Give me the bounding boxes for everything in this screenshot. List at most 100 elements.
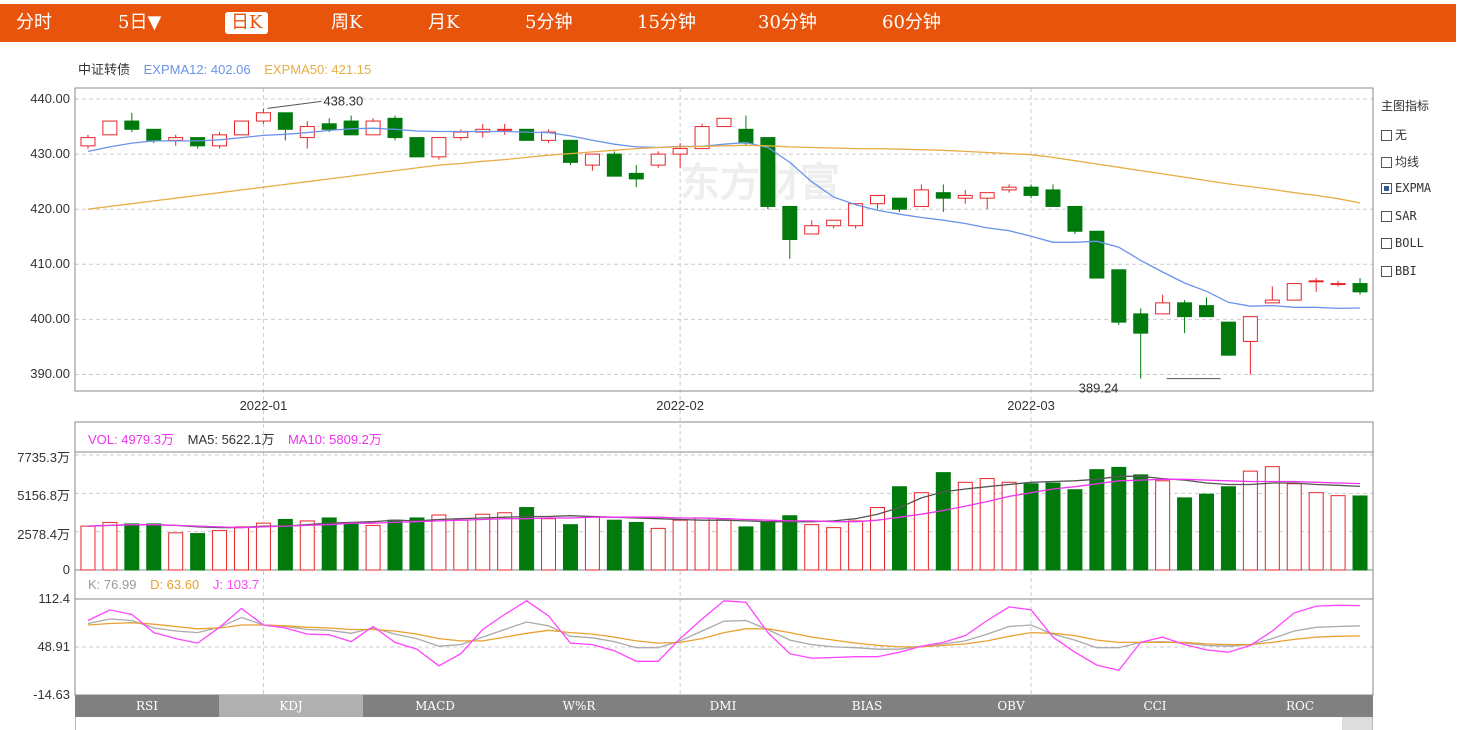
volume-bar (1089, 469, 1105, 571)
volume-bar (1220, 486, 1236, 571)
tab-daily-k[interactable]: 日K (225, 12, 269, 34)
volume-bars (80, 466, 1368, 571)
candle-body (913, 189, 929, 207)
volume-bar (1067, 489, 1083, 571)
option-none[interactable]: 无 (1381, 126, 1407, 143)
scroll-track[interactable] (75, 717, 1373, 730)
volume-bar (387, 519, 403, 571)
tab-monthly-k[interactable]: 月K (428, 12, 460, 33)
ema12-line (87, 127, 1361, 310)
kdj-legend-d: D: 63.60 (150, 577, 200, 592)
checkbox-checked-icon[interactable] (1381, 183, 1392, 194)
candle-up (1001, 184, 1017, 193)
main-y-tick: 390.00 (30, 366, 70, 382)
volume-bar (1001, 481, 1017, 571)
option-ma[interactable]: 均线 (1381, 153, 1419, 170)
candle-up (979, 192, 995, 210)
tab-15min[interactable]: 15分钟 (637, 12, 696, 33)
volume-bar (606, 519, 622, 571)
candle-down (387, 115, 403, 141)
candle-down (277, 112, 293, 141)
volume-bar (519, 507, 535, 571)
candle-up (1286, 283, 1302, 301)
volume-bar (80, 525, 96, 571)
tab-cci[interactable]: CCI (1143, 699, 1167, 713)
candle-body (168, 137, 184, 141)
candle-body (694, 126, 710, 150)
volume-bar (562, 524, 578, 571)
main-legend: 中证转债 EXPMA12: 402.06 EXPMA50: 421.15 (78, 59, 381, 78)
series-name: 中证转债 (78, 62, 131, 77)
option-bbi[interactable]: BBI (1381, 264, 1417, 278)
candle-body (190, 137, 206, 147)
checkbox-icon[interactable] (1381, 157, 1392, 168)
candle-body (1001, 186, 1017, 191)
tab-wr[interactable]: W%R (562, 699, 596, 713)
candle-body (1264, 299, 1280, 304)
tab-kdj[interactable]: KDJ (219, 695, 363, 717)
candle-body (102, 120, 118, 136)
candle-body (1089, 230, 1105, 279)
volume-bar (146, 523, 162, 571)
volume-bar (1023, 483, 1039, 571)
candle-body (431, 137, 447, 158)
candle-body (80, 137, 96, 147)
volume-bar (650, 527, 666, 571)
tab-60min[interactable]: 60分钟 (882, 12, 941, 33)
option-expma[interactable]: EXPMA (1381, 181, 1431, 195)
vol-legend: VOL: 4979.3万 MA5: 5622.1万 MA10: 5809.2万 (88, 429, 392, 448)
checkbox-icon[interactable] (1381, 130, 1392, 141)
checkbox-icon[interactable] (1381, 266, 1392, 277)
volume-bar (979, 478, 995, 571)
vol-y-tick: 7735.3万 (17, 450, 70, 465)
scroll-handle[interactable] (1342, 717, 1372, 730)
vol-y-tick: 5156.8万 (17, 488, 70, 504)
vol-y-tick: 0 (62, 562, 70, 577)
main-panel-frame (74, 87, 1374, 392)
candle-up (804, 220, 820, 235)
candle-body (453, 131, 469, 139)
candle-up (694, 123, 710, 150)
tab-roc[interactable]: ROC (1285, 699, 1315, 713)
candle-up (672, 143, 688, 168)
tab-rsi[interactable]: RSI (136, 699, 158, 713)
tab-5day[interactable]: 5日▼ (118, 12, 162, 33)
candle-down (519, 128, 535, 141)
candle-up (1308, 278, 1324, 292)
option-sar[interactable]: SAR (1381, 209, 1417, 223)
tab-obv[interactable]: OBV (997, 699, 1025, 713)
indicator-tab-bar: RSI KDJ MACD W%R DMI BIAS OBV CCI ROC (75, 695, 1373, 717)
x-tick-label: 2022-01 (240, 398, 288, 413)
volume-bar (738, 526, 754, 571)
tab-5min[interactable]: 5分钟 (525, 12, 573, 33)
tab-macd[interactable]: MACD (415, 699, 455, 713)
candle-body (848, 203, 864, 227)
kdj-d-line (87, 622, 1361, 648)
vol-y-tick: 2578.4万 (17, 526, 70, 542)
tab-bias[interactable]: BIAS (851, 699, 883, 713)
option-boll[interactable]: BOLL (1381, 236, 1424, 250)
candle-down (935, 184, 951, 212)
candle-body (891, 197, 907, 210)
annotation-label: 438.30 (323, 93, 363, 108)
kdj-legend-j: J: 103.7 (212, 577, 260, 592)
candle-up (431, 137, 447, 160)
side-panel-title: 主图指标 (1381, 99, 1430, 113)
volume-bar (212, 530, 228, 571)
candle-down (1023, 184, 1039, 199)
tab-30min[interactable]: 30分钟 (758, 12, 817, 33)
candle-up (913, 184, 929, 207)
candle-body (935, 192, 951, 199)
candle-body (672, 148, 688, 155)
high-annotation: 438.30 (267, 93, 363, 109)
tab-intraday[interactable]: 分时 (16, 12, 52, 33)
checkbox-icon[interactable] (1381, 211, 1392, 222)
candle-up (365, 118, 381, 136)
candle-up (475, 123, 491, 138)
candle-down (124, 112, 140, 133)
tab-weekly-k[interactable]: 周K (331, 12, 363, 33)
ema50-line (87, 144, 1361, 210)
tab-dmi[interactable]: DMI (709, 699, 737, 713)
checkbox-icon[interactable] (1381, 238, 1392, 249)
candle-up (541, 129, 557, 144)
